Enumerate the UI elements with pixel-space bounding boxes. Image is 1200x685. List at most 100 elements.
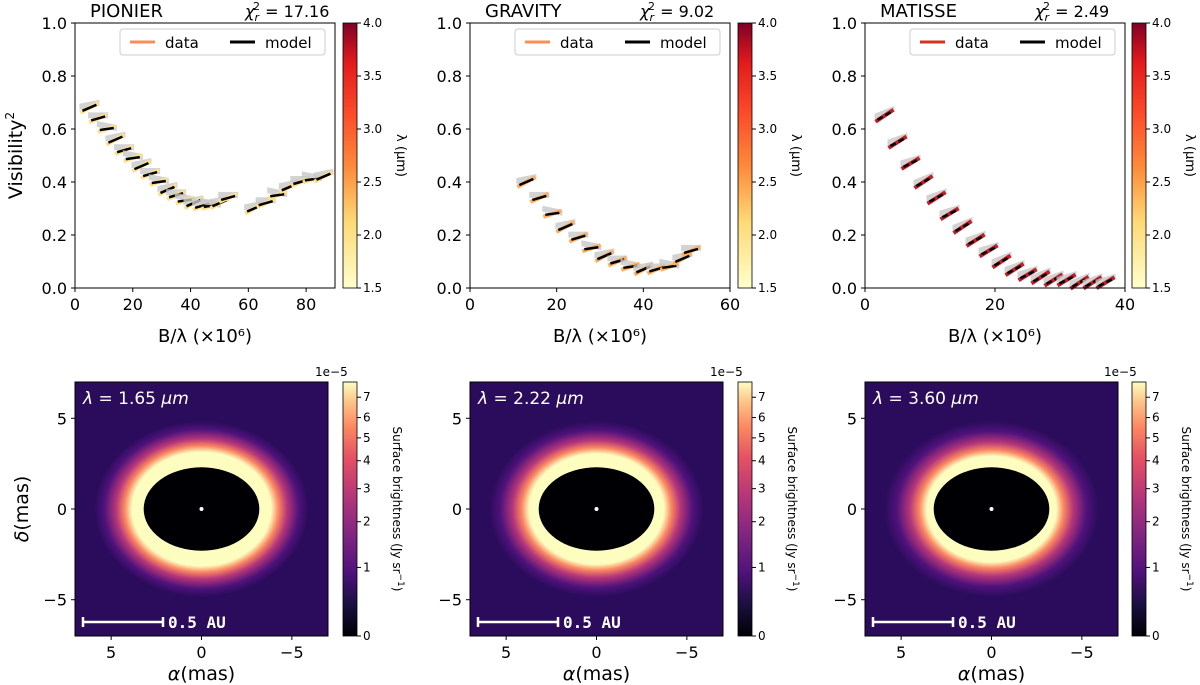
model-segment (570, 234, 586, 241)
legend-data-label: data (955, 34, 989, 52)
colorbar-label-post: ) (788, 172, 803, 177)
model-segment (1097, 278, 1114, 288)
wavelength-label: λ = 3.60 μm (872, 389, 979, 409)
y-tick-label: −5 (438, 591, 462, 610)
scale-bar: 0.5 AU (871, 613, 1016, 632)
y-tick-label: 5 (847, 409, 857, 428)
brightness-colorbar (1131, 381, 1147, 637)
colorbar-label-text: Surface brightness (Jy sr (785, 427, 799, 574)
image-panel-matisse: λ = 3.60 μm0.5 AU5500−5−5α(mas)012345671… (833, 365, 1194, 685)
legend-data-label: data (560, 34, 594, 52)
chi-subscript: r (254, 11, 260, 24)
colorbar-tick-label: 1 (758, 560, 766, 574)
colorbar-tick-label: 2.0 (1152, 228, 1171, 242)
model-segment (258, 199, 274, 207)
y-tick-label: −5 (833, 591, 857, 610)
x-tick-label: 40 (180, 295, 200, 314)
series-data (516, 174, 701, 277)
colorbar-exponent: 1e−5 (710, 365, 743, 379)
model-segment (557, 222, 573, 232)
colorbar-tick-label: 4.0 (758, 16, 777, 30)
alpha-symbol: α (168, 663, 181, 685)
x-tick-label: 20 (546, 295, 566, 314)
x-axis-label: α(mas) (563, 663, 630, 685)
alpha-symbol: α (563, 663, 576, 685)
vis-panel-gravity: 0.0 0.2 0.4 0.6 0.8 1.0 0 20 40 60 B/λ (×10⁶) GRAVI… (437, 0, 803, 347)
scale-bar: 0.5 AU (81, 613, 226, 632)
uncertainty-band (131, 158, 152, 169)
spacer: = (1050, 2, 1074, 21)
colorbar-tick-label: 6 (758, 411, 766, 425)
x-tick-label: 40 (633, 295, 653, 314)
uncertainty-band (952, 217, 973, 232)
series-data (874, 105, 1116, 291)
colorbar-tick-label: 4 (363, 454, 371, 468)
colorbar-label: Surface brightness (Jy sr−1) (785, 427, 800, 592)
x-tick-label: 20 (123, 295, 143, 314)
legend: data model (514, 28, 721, 56)
img-ylabel: δ(mas) (11, 476, 33, 543)
uncertainty-band (965, 230, 986, 244)
colorbar-tick-label: 3.0 (758, 122, 777, 136)
colorbar-tick-label: 2.0 (363, 228, 382, 242)
uncertainty-band (79, 99, 100, 110)
y-tick-label: 0 (57, 500, 67, 519)
model-segment (674, 254, 690, 263)
y-tick-label: 0.6 (42, 120, 67, 139)
model-segment (1006, 264, 1023, 275)
uncertainty-band (313, 168, 334, 179)
y-tick-label: 1.0 (42, 14, 67, 33)
y-tick-label: 5 (452, 409, 462, 428)
colorbar-label: λ (μm) (1182, 134, 1197, 177)
legend-box (909, 28, 1116, 56)
x-tick-label: 0 (196, 643, 206, 662)
y-tick-label: 0.2 (42, 226, 67, 245)
panel-title: MATISSE (880, 1, 957, 22)
delta-unit: (mas) (11, 476, 33, 531)
x-axis-label: B/λ (×10⁶) (948, 326, 1042, 347)
x-tick-label: 5 (106, 643, 116, 662)
uncertainty-band (1056, 271, 1077, 284)
colorbar-label-pre: λ ( (393, 134, 408, 151)
x-tick-label: 0 (70, 295, 80, 314)
lambda-unit: μm (555, 389, 583, 409)
wavelength-colorbar (342, 22, 358, 289)
delta-symbol: δ (11, 531, 33, 543)
colorbar-tick-label: 5 (758, 431, 766, 445)
scale-bar-label: 0.5 AU (168, 613, 226, 632)
x-tick-label: 60 (720, 295, 740, 314)
spacer: = (655, 2, 679, 21)
colorbar-tick-label: 6 (1152, 411, 1160, 425)
colorbar-tick-label: 1 (1152, 560, 1160, 574)
series-data-high (244, 168, 334, 216)
chi-symbol: χ (639, 2, 650, 21)
model-segment (531, 194, 547, 202)
model-segment (683, 247, 699, 255)
model-segment (596, 252, 612, 261)
vis-panel-matisse: 0.0 0.2 0.4 0.6 0.8 1.0 0 20 40 B/λ (×10⁶) MATISSE… (832, 0, 1197, 347)
model-segment (90, 115, 106, 122)
colorbar-tick-label: 2 (363, 515, 371, 529)
uncertainty-band (1043, 270, 1064, 284)
x-tick-label: 5 (896, 643, 906, 662)
colorbar-label-unit: μm (1182, 151, 1197, 172)
colorbar-exponent: 1e−5 (1104, 365, 1137, 379)
colorbar-tick-label: 7 (1152, 390, 1160, 404)
panel-title: PIONIER (90, 1, 163, 22)
colorbar-tick-label: 0 (1152, 629, 1160, 643)
colorbar-label-post: ) (1179, 587, 1193, 592)
model-segment (99, 126, 114, 132)
chi-superscript: 2 (1043, 0, 1050, 13)
model-segment (902, 158, 919, 169)
colorbar-label: Surface brightness (Jy sr−1) (390, 427, 405, 592)
y-tick-label: 0.0 (42, 279, 67, 298)
legend-model-label: model (1055, 34, 1102, 52)
colorbar-label-text: Surface brightness (Jy sr (1179, 427, 1193, 574)
uncertainty-band (1095, 273, 1116, 286)
colorbar-tick-label: 6 (363, 411, 371, 425)
x-tick-label: 0 (986, 643, 996, 662)
model-segment (220, 194, 236, 202)
brightness-colorbar (737, 381, 753, 637)
chi2-value: 17.16 (284, 2, 330, 21)
lambda-prefix: λ = (477, 389, 513, 409)
